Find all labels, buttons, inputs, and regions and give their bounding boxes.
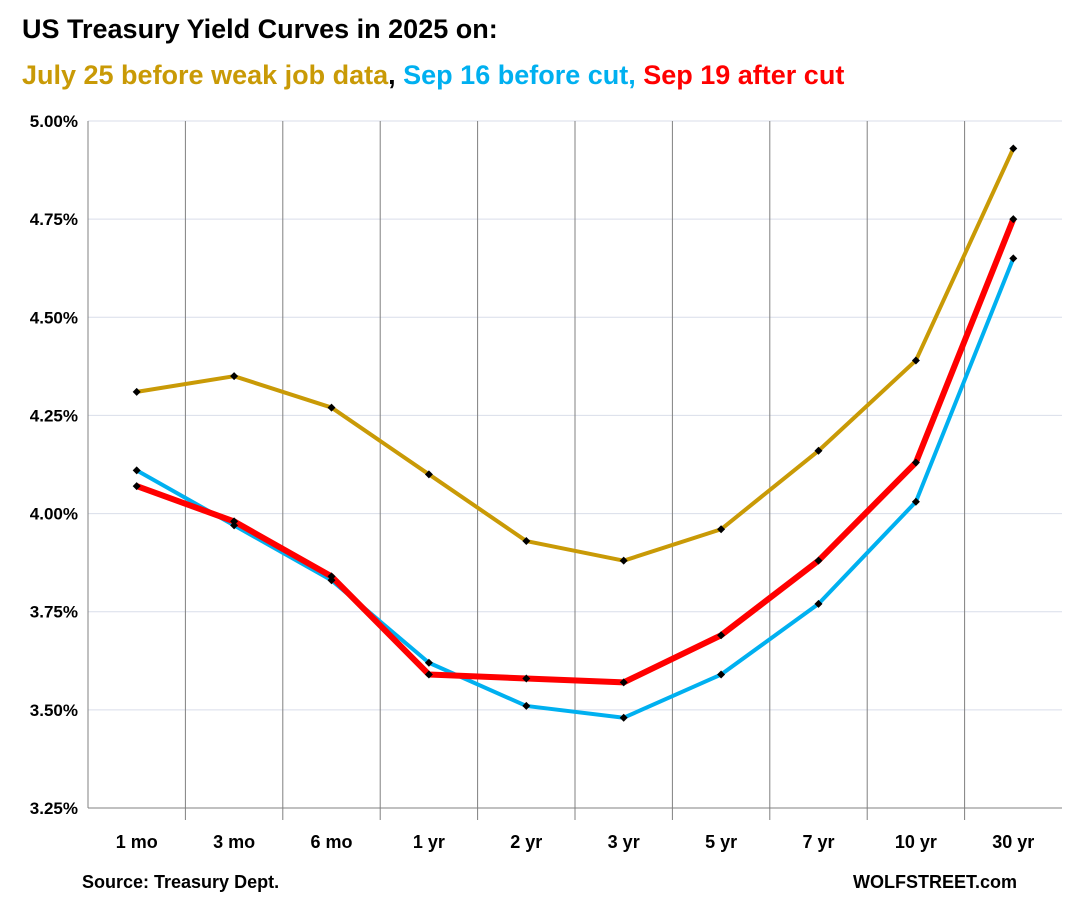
data-point-1 [1009, 254, 1018, 263]
data-point-0 [132, 387, 141, 396]
subtitle-sep19: Sep 19 after cut [643, 60, 845, 90]
data-point-0 [327, 403, 336, 412]
y-tick-label: 4.25% [30, 406, 78, 425]
series-line-0 [136, 147, 1016, 563]
data-point-2 [619, 678, 628, 687]
x-tick-label: 3 mo [213, 832, 255, 852]
data-point-0 [424, 470, 433, 479]
chart-title: US Treasury Yield Curves in 2025 on: [22, 14, 498, 44]
subtitle-sep16: Sep 16 before cut, [403, 60, 644, 90]
data-point-2 [230, 517, 239, 526]
data-point-2 [814, 556, 823, 565]
data-point-0 [230, 372, 239, 381]
y-tick-label: 3.75% [30, 603, 78, 622]
source-note: Source: Treasury Dept. [82, 872, 280, 892]
data-point-2 [522, 674, 531, 683]
y-tick-label: 3.25% [30, 799, 78, 818]
y-tick-label: 4.75% [30, 210, 78, 229]
subtitle-comma: , [388, 60, 404, 90]
data-point-0 [619, 556, 628, 565]
subtitle-july: July 25 before weak job data [22, 60, 389, 90]
y-tick-label: 5.00% [30, 112, 78, 131]
x-tick-label: 1 yr [413, 832, 445, 852]
x-tick-label: 3 yr [608, 832, 640, 852]
brand-label: WOLFSTREET.com [853, 872, 1018, 892]
data-point-2 [717, 631, 726, 640]
data-point-2 [911, 458, 920, 467]
series-line-2 [135, 218, 1017, 686]
x-tick-label: 5 yr [705, 832, 737, 852]
data-point-1 [132, 466, 141, 475]
data-point-0 [911, 356, 920, 365]
data-point-0 [522, 537, 531, 546]
series-line-1 [135, 257, 1016, 720]
data-point-0 [717, 525, 726, 534]
x-tick-label: 10 yr [895, 832, 937, 852]
data-point-2 [132, 482, 141, 491]
data-point-2 [1009, 215, 1018, 224]
data-point-1 [717, 670, 726, 679]
data-point-1 [522, 701, 531, 710]
data-point-0 [814, 446, 823, 455]
x-tick-label: 2 yr [510, 832, 542, 852]
y-tick-label: 4.00% [30, 505, 78, 524]
data-point-0 [1009, 144, 1018, 153]
data-point-2 [327, 572, 336, 581]
y-tick-label: 4.50% [30, 308, 78, 327]
data-point-1 [424, 658, 433, 667]
x-tick-label: 30 yr [992, 832, 1034, 852]
data-point-1 [814, 599, 823, 608]
chart-subtitle: July 25 before weak job data, Sep 16 bef… [22, 60, 844, 91]
x-tick-label: 1 mo [116, 832, 158, 852]
data-point-2 [424, 670, 433, 679]
y-tick-label: 3.50% [30, 701, 78, 720]
x-tick-label: 6 mo [310, 832, 352, 852]
data-point-1 [911, 497, 920, 506]
data-point-1 [619, 713, 628, 722]
x-tick-label: 7 yr [802, 832, 834, 852]
